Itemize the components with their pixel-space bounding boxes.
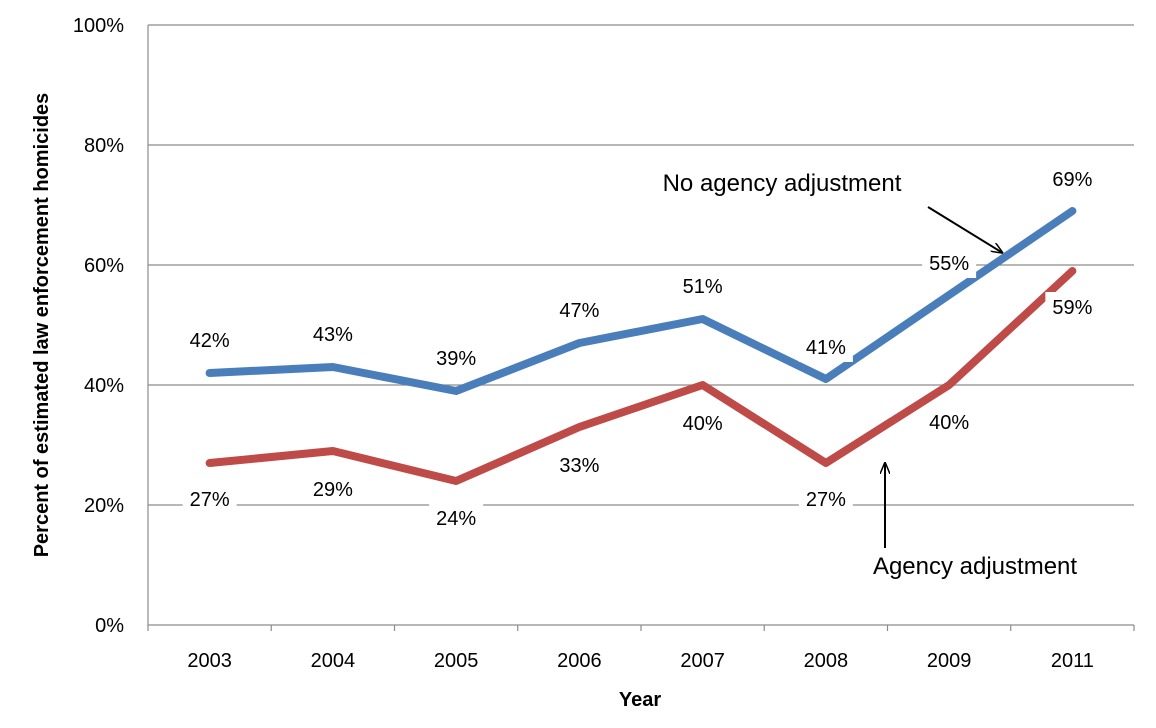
data-label-background: [182, 325, 237, 355]
data-label-background: [429, 503, 484, 533]
y-tick-label: 80%: [84, 135, 124, 157]
data-label: 47%: [559, 300, 599, 322]
series-lines: [205, 207, 1077, 485]
data-label-background: [798, 332, 853, 362]
data-label: 41%: [806, 337, 846, 359]
annotation-agency-adjustment: Agency adjustment: [873, 553, 1077, 580]
data-label: 33%: [559, 455, 599, 477]
y-tick-label: 40%: [84, 375, 124, 397]
series-line-no-agency-adjustment: [205, 207, 1077, 395]
data-label-background: [429, 343, 484, 373]
data-label-background: [675, 271, 730, 301]
annotation-arrow-no-agency-adjustment: [927, 206, 1002, 253]
data-label: 43%: [313, 324, 353, 346]
series-line-agency-adjustment: [205, 267, 1077, 485]
axes: 0% 20% 40% 60% 80% 100% 2003 2004 2005 2006 2007 20…: [73, 15, 1135, 672]
data-label-background: [305, 474, 360, 504]
data-label: 24%: [436, 508, 476, 530]
y-axis-title: Percent of estimated law enforcement hom…: [31, 93, 53, 558]
annotation-no-agency-adjustment: No agency adjustment: [663, 170, 902, 197]
x-tick-label: 2011: [1051, 650, 1094, 672]
data-label-background: [922, 407, 977, 437]
data-label-background: [552, 295, 607, 325]
data-label: 69%: [1052, 169, 1092, 191]
data-label: 40%: [683, 413, 723, 435]
y-tick-label: 0%: [95, 615, 124, 637]
data-label-background: [922, 248, 977, 278]
data-label: 51%: [683, 276, 723, 298]
data-label-background: [1045, 292, 1100, 322]
data-label: 29%: [313, 479, 353, 501]
data-label: 27%: [190, 489, 230, 511]
data-label-background: [182, 484, 237, 514]
x-tick-label: 2006: [557, 650, 602, 672]
data-label: 39%: [436, 348, 476, 370]
data-label-background: [552, 450, 607, 480]
data-label: 42%: [190, 330, 230, 352]
data-label-background: [675, 408, 730, 438]
y-tick-label: 100%: [73, 15, 124, 37]
x-axis-title: Year: [619, 689, 661, 711]
data-label-background: [798, 484, 853, 514]
y-tick-label: 60%: [84, 255, 124, 277]
annotations: No agency adjustment Agency adjustment: [663, 170, 1078, 580]
y-tick-label: 20%: [84, 495, 124, 517]
data-label-background: [305, 319, 360, 349]
data-label: 27%: [806, 489, 846, 511]
data-labels: 42% 43% 39% 47% 51% 41% 55% 69% 27% 29% 24% 33% 40% 2…: [182, 164, 1100, 533]
data-label: 40%: [929, 412, 969, 434]
data-label-background: [1045, 164, 1100, 194]
data-label: 59%: [1052, 297, 1092, 319]
x-tick-label: 2005: [434, 650, 479, 672]
x-tick-label: 2003: [187, 650, 232, 672]
gridlines: [148, 24, 1134, 506]
data-label: 55%: [929, 253, 969, 275]
x-tick-label: 2009: [927, 650, 972, 672]
x-tick-label: 2004: [311, 650, 356, 672]
x-tick-label: 2007: [680, 650, 725, 672]
x-tick-label: 2008: [804, 650, 849, 672]
